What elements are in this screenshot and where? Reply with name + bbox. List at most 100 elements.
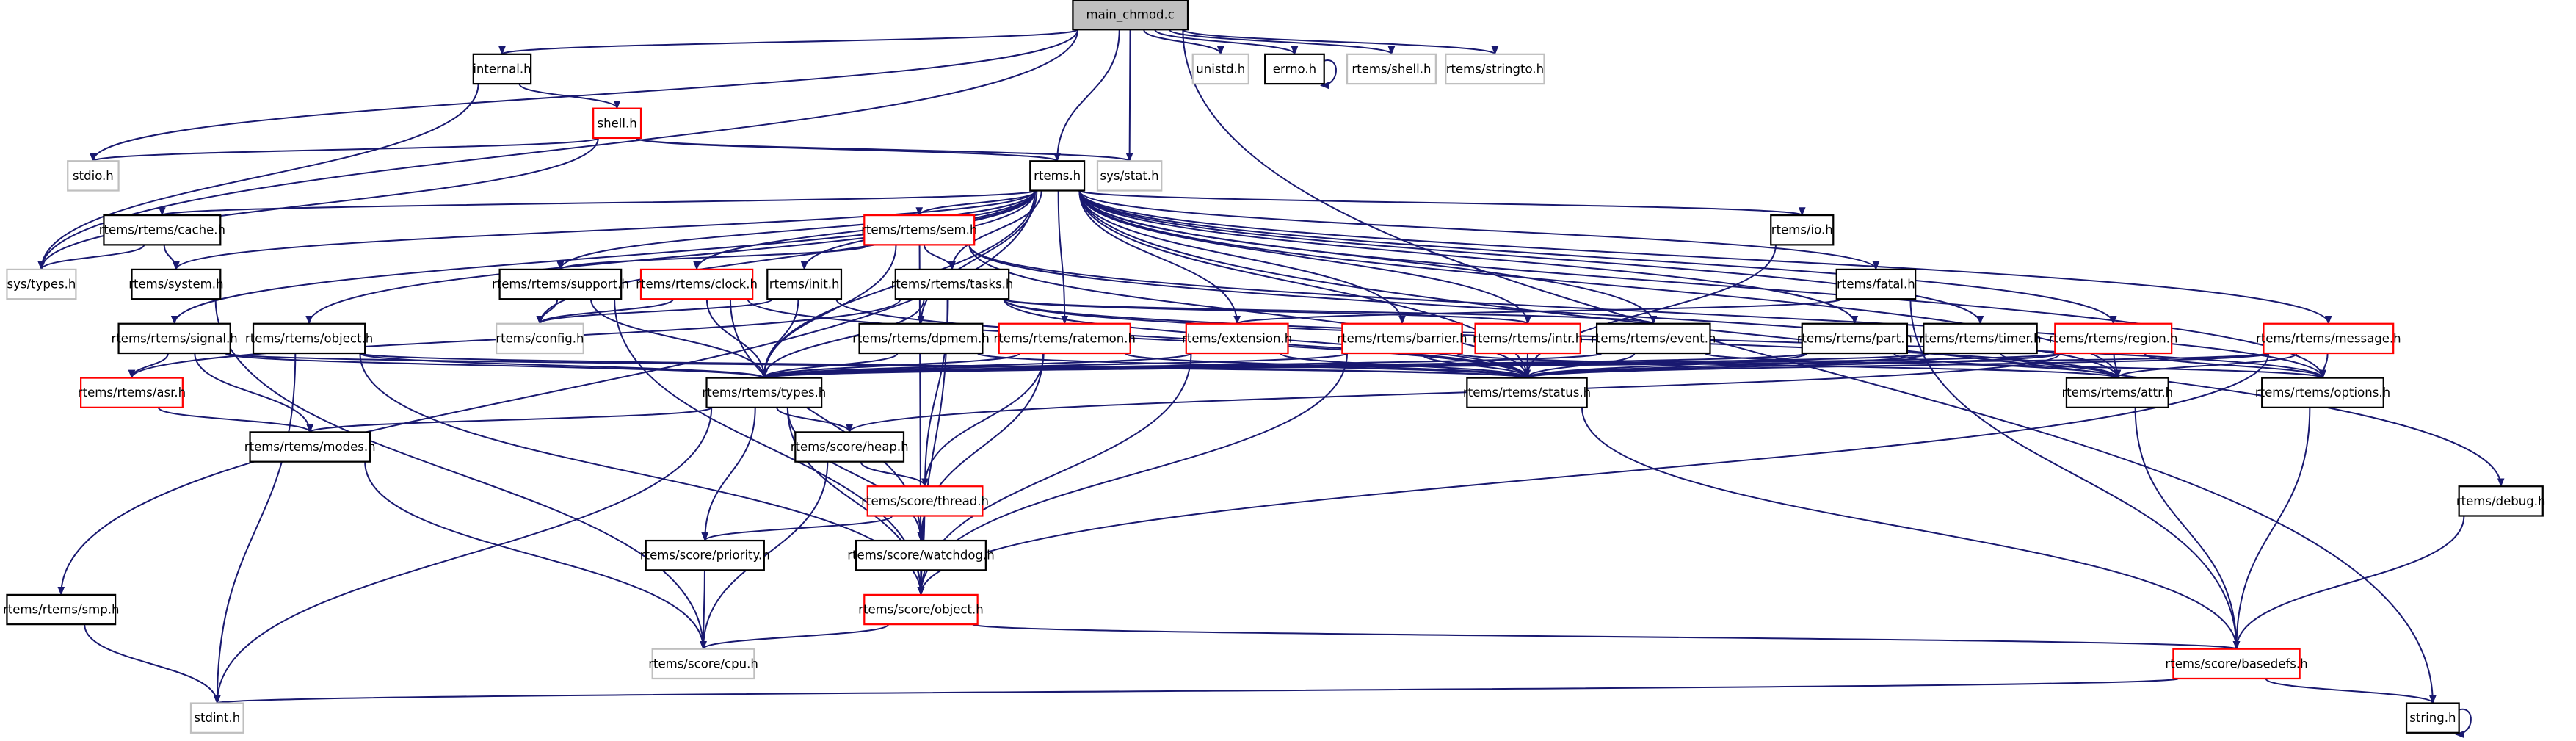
edge-main-to-stringto (1182, 29, 1498, 56)
edge-smp-to-stdint (84, 624, 221, 704)
edge-main-to-errno (1154, 29, 1299, 56)
node-box (1595, 322, 1711, 355)
node-label: sys/types.h (7, 278, 76, 292)
node-status[interactable]: rtems/rtems/status.h (1463, 377, 1591, 408)
edge-sem-to-options (968, 245, 2326, 379)
node-stringto[interactable]: rtems/stringto.h (1445, 53, 1545, 85)
node-message[interactable]: rtems/rtems/message.h (2256, 322, 2401, 355)
node-box (651, 648, 755, 680)
node-errno[interactable]: errno.h (1264, 53, 1325, 85)
node-debug[interactable]: rtems/debug.h (2456, 485, 2546, 517)
node-box (80, 377, 184, 408)
node-part[interactable]: rtems/rtems/part.h (1797, 322, 1912, 355)
edge-internal-to-systypes (37, 84, 479, 271)
edge-shell-to-sysstat (635, 137, 1133, 162)
node-init[interactable]: rtems/init.h (766, 268, 843, 300)
edge-rtems-to-barrier (1078, 190, 1406, 325)
node-label: rtems/stringto.h (1446, 62, 1544, 76)
node-sem[interactable]: rtems/rtems/sem.h (861, 214, 977, 246)
node-io[interactable]: rtems/io.h (1770, 214, 1835, 246)
node-config[interactable]: rtems/config.h (496, 322, 584, 355)
node-box (1923, 322, 2038, 355)
node-signal[interactable]: rtems/rtems/signal.h (112, 322, 238, 355)
node-modes[interactable]: rtems/rtems/modes.h (244, 431, 376, 463)
node-cpu[interactable]: rtems/score/cpu.h (648, 648, 758, 680)
node-intr[interactable]: rtems/rtems/intr.h (1473, 322, 1583, 355)
edge-clock-to-types (705, 299, 768, 379)
node-thread[interactable]: rtems/score/thread.h (861, 485, 989, 517)
node-smp[interactable]: rtems/rtems/smp.h (3, 593, 120, 626)
node-label: rtems/rtems/support.h (492, 278, 629, 292)
node-barrier[interactable]: rtems/rtems/barrier.h (1337, 322, 1467, 355)
node-label: sys/stat.h (1100, 169, 1159, 183)
node-main[interactable]: main_chmod.c (1072, 0, 1189, 31)
node-box (1466, 377, 1588, 408)
node-string[interactable]: string.h (2405, 702, 2460, 734)
node-ratemon[interactable]: rtems/rtems/ratemon.h (993, 322, 1136, 355)
node-system[interactable]: rtems/system.h (128, 268, 224, 300)
node-label: rtems/rtems/dpmem.h (852, 331, 990, 345)
node-dpmem[interactable]: rtems/rtems/dpmem.h (852, 322, 990, 355)
node-label: rtems/rtems/status.h (1463, 386, 1591, 400)
node-label: rtems/rtems/sem.h (861, 223, 977, 237)
node-watchdog[interactable]: rtems/score/watchdog.h (847, 539, 995, 571)
node-label: rtems/rtems/cache.h (99, 223, 225, 237)
edge-cache-to-systypes (37, 244, 145, 271)
edge-shell-to-systypes (37, 137, 599, 271)
node-timer[interactable]: rtems/rtems/timer.h (1920, 322, 2042, 355)
node-rtems[interactable]: rtems.h (1029, 160, 1086, 192)
edge-sobject-to-cpu (700, 623, 890, 650)
node-support[interactable]: rtems/rtems/support.h (492, 268, 629, 300)
node-label: rtems/init.h (769, 278, 840, 292)
node-sobject[interactable]: rtems/score/object.h (858, 593, 984, 626)
node-unistd[interactable]: unistd.h (1191, 53, 1249, 85)
edge-support-to-sobject (614, 299, 925, 596)
node-stdint[interactable]: stdint.h (189, 702, 244, 734)
node-label: rtems/rtems/barrier.h (1337, 331, 1467, 345)
node-box (189, 702, 244, 734)
node-label: rtems/rtems/timer.h (1920, 331, 2042, 345)
node-event[interactable]: rtems/rtems/event.h (1591, 322, 1716, 355)
edge-object-to-stdint (213, 353, 297, 704)
node-region[interactable]: rtems/rtems/region.h (2049, 322, 2178, 355)
edge-object-to-types (359, 353, 768, 379)
node-priority[interactable]: rtems/score/priority.h (640, 539, 770, 571)
node-object[interactable]: rtems/rtems/object.h (245, 322, 373, 355)
node-types[interactable]: rtems/rtems/types.h (702, 377, 826, 408)
edge-types-to-stdint (214, 407, 713, 704)
node-asr[interactable]: rtems/rtems/asr.h (78, 377, 186, 408)
edge-rtems-to-io (1078, 189, 1805, 217)
node-label: rtems/config.h (496, 331, 584, 345)
node-extension[interactable]: rtems/extension.h (1182, 322, 1292, 355)
node-systypes[interactable]: sys/types.h (6, 268, 77, 300)
node-attr[interactable]: rtems/rtems/attr.h (2061, 377, 2173, 408)
edge-message-to-status (1523, 353, 2270, 379)
node-box (863, 214, 976, 246)
edge-status-to-basedefs (1581, 407, 2241, 650)
node-internal[interactable]: internal.h (472, 53, 532, 85)
node-tasks[interactable]: rtems/rtems/tasks.h (891, 268, 1014, 300)
node-box (117, 322, 231, 355)
node-box (1029, 160, 1086, 192)
edge-sem-to-types (761, 245, 897, 379)
node-label: rtems/score/cpu.h (648, 657, 758, 670)
node-label: string.h (2409, 711, 2456, 725)
node-fatal[interactable]: rtems/fatal.h (1835, 268, 1917, 300)
node-shell[interactable]: shell.h (592, 107, 642, 140)
node-label: rtems/rtems/message.h (2256, 331, 2401, 345)
node-heap[interactable]: rtems/score/heap.h (791, 431, 909, 463)
edge-rtems-to-timer (1078, 190, 1984, 325)
node-label: rtems/rtems/ratemon.h (993, 331, 1136, 345)
node-cache[interactable]: rtems/rtems/cache.h (99, 214, 225, 246)
node-sysstat[interactable]: sys/stat.h (1096, 160, 1163, 192)
node-options[interactable]: rtems/rtems/options.h (2255, 377, 2390, 408)
node-stdio[interactable]: stdio.h (67, 160, 120, 192)
edge-message-to-options (2319, 353, 2329, 379)
node-clock[interactable]: rtems/rtems/clock.h (636, 268, 758, 300)
edge-basedefs-to-stdint (214, 678, 2180, 704)
edge-modes-to-cpu (364, 461, 707, 650)
edge-init-to-types (760, 299, 799, 379)
node-rshell[interactable]: rtems/shell.h (1346, 53, 1437, 85)
node-basedefs[interactable]: rtems/score/basedefs.h (2165, 648, 2308, 680)
node-label: shell.h (597, 116, 636, 130)
